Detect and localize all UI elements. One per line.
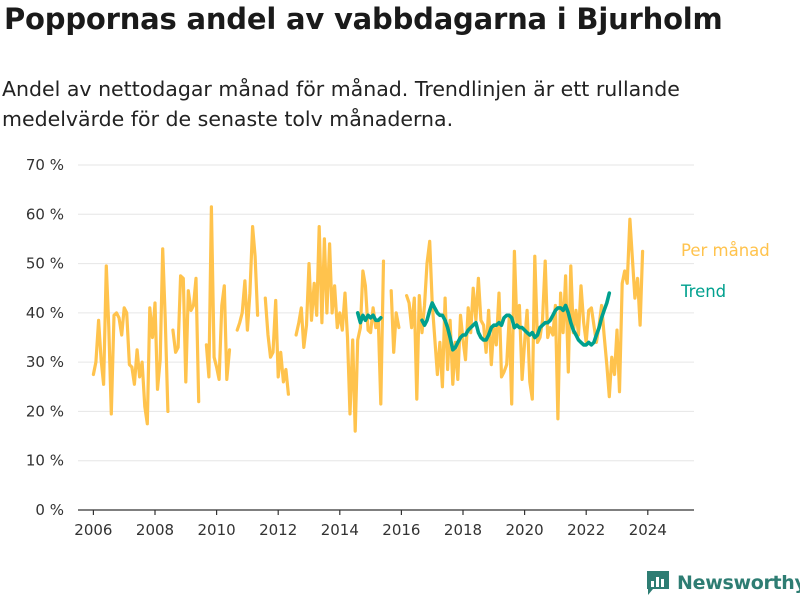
x-tick-label: 2010 <box>198 521 236 539</box>
y-tick-label: 0 % <box>35 501 64 519</box>
x-tick-label: 2006 <box>74 521 112 539</box>
series-label-per-manad: Per månad <box>681 241 770 260</box>
series-lines <box>91 205 645 433</box>
x-tick-label: 2012 <box>259 521 297 539</box>
y-tick-label: 50 % <box>26 255 64 273</box>
series-labels: Per månad Trend <box>680 241 770 301</box>
y-tick-label: 70 % <box>26 156 64 174</box>
brand-name: Newsworthy <box>677 572 800 594</box>
page-title: Poppornas andel av vabbdagarna i Bjurhol… <box>4 2 723 36</box>
y-tick-label: 10 % <box>26 452 64 470</box>
brand-logo: Newsworthy <box>645 566 800 600</box>
newsworthy-logo-icon <box>647 571 669 595</box>
axes: 0 % 10 % 20 % 30 % 40 % 50 % 60 % 70 % 2006 2008 2… <box>26 156 694 539</box>
y-tick-label: 60 % <box>26 205 64 223</box>
x-tick-label: 2018 <box>444 521 482 539</box>
y-tick-label: 20 % <box>26 402 64 420</box>
series-label-trend: Trend <box>680 282 726 301</box>
x-tick-label: 2008 <box>136 521 174 539</box>
y-tick-label: 40 % <box>26 304 64 322</box>
y-tick-label: 30 % <box>26 353 64 371</box>
x-tick-label: 2022 <box>567 521 605 539</box>
series-line-trend <box>355 291 612 352</box>
series-line-per-manad <box>91 205 645 433</box>
x-tick-label: 2020 <box>506 521 544 539</box>
x-tick-label: 2016 <box>382 521 420 539</box>
x-tick-label: 2024 <box>629 521 667 539</box>
page-subtitle: Andel av nettodagar månad för månad. Tre… <box>2 77 680 131</box>
x-tick-label: 2014 <box>321 521 359 539</box>
